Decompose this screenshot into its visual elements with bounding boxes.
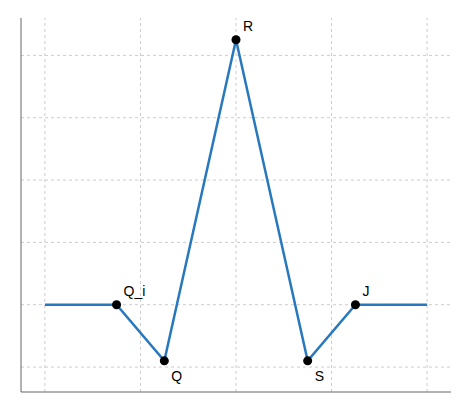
svg-text:Q: Q [171, 368, 182, 384]
svg-text:S: S [315, 368, 324, 384]
svg-text:Q_i: Q_i [124, 283, 146, 299]
svg-text:J: J [362, 283, 369, 299]
svg-text:R: R [243, 18, 253, 34]
